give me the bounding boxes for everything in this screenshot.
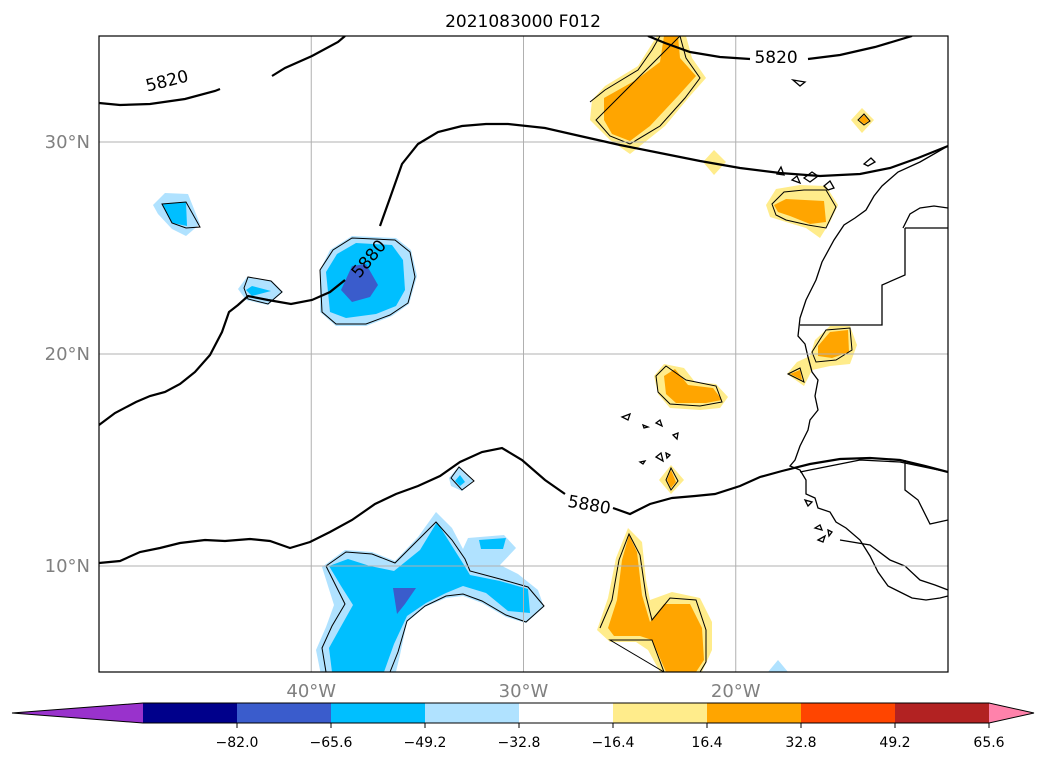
outline — [243, 276, 283, 305]
contour-5820-west — [99, 36, 346, 107]
outline — [161, 201, 201, 229]
outline — [450, 466, 475, 491]
fill-orange — [790, 370, 802, 380]
colorbar-bin — [519, 703, 614, 723]
contour-5820-east — [647, 36, 913, 61]
colorbar: −82.0 −65.6 −49.2 −32.8 −16.4 16.4 32.8 49.2 65.… — [11, 702, 1035, 751]
country-border — [799, 227, 948, 591]
anomaly-fills — [153, 36, 874, 672]
fill-medium-blue — [341, 264, 378, 302]
colorbar-outline — [11, 702, 1035, 724]
colorbar-tick-label: −82.0 — [216, 735, 259, 751]
outline — [321, 521, 545, 672]
fill-blue — [479, 538, 506, 549]
fill-blue — [455, 475, 465, 486]
map-frame — [98, 35, 949, 673]
colorbar-tick-label: 16.4 — [691, 735, 722, 751]
colorbar-extend-under — [12, 703, 143, 723]
lat-tick-label: 30°N — [45, 132, 90, 153]
colorbar-tick-label: −65.6 — [310, 735, 353, 751]
fill-orange — [664, 369, 722, 403]
lat-tick-label: 10°N — [45, 556, 90, 577]
zero-contour-outlines — [161, 36, 871, 672]
outline — [589, 36, 701, 145]
lon-tick-label: 40°W — [286, 681, 336, 702]
fill-light-blue — [768, 660, 788, 672]
fill-orange — [818, 330, 849, 358]
fill-blue — [162, 202, 187, 226]
contour-label: 5820 — [754, 48, 797, 68]
bijagos-islands — [803, 498, 833, 543]
colorbar-tick-label: −32.8 — [498, 735, 541, 751]
contour-5880-north — [99, 122, 948, 426]
cape-verde-islands — [620, 412, 679, 465]
contour-5880-south — [99, 446, 948, 565]
coastline-iberia — [902, 205, 948, 229]
colorbar-bin — [237, 703, 332, 723]
fill-orange — [604, 36, 696, 141]
outline — [811, 327, 853, 363]
colorbar-bin — [895, 703, 990, 723]
geo-tick-labels: 40°W 30°W 20°W 30°N 20°N 10°N — [45, 132, 761, 702]
gridlines — [99, 36, 948, 672]
outline — [786, 367, 805, 383]
colorbar-bin — [425, 703, 520, 723]
height-contours — [99, 36, 948, 565]
fill-blue — [329, 522, 530, 672]
colorbar-extend-over — [989, 703, 1034, 723]
outline — [771, 189, 837, 229]
outline — [665, 466, 679, 491]
colorbar-tick-label: −16.4 — [592, 735, 635, 751]
fill-orange — [774, 199, 826, 224]
chart-title: 2021083000 F012 — [445, 12, 601, 32]
coastline-africa — [788, 145, 948, 601]
colorbar-tick-label: 65.6 — [973, 735, 1004, 751]
fill-blue — [246, 286, 271, 296]
colorbar-tick-label: −49.2 — [404, 735, 447, 751]
colorbar-bin — [143, 703, 238, 723]
colorbar-tick-label: 49.2 — [879, 735, 910, 751]
outline — [857, 113, 871, 126]
colorbar-bin — [707, 703, 802, 723]
fill-medium-blue — [393, 588, 416, 614]
fill-orange — [608, 535, 704, 672]
lat-tick-label: 20°N — [45, 344, 90, 365]
lon-tick-label: 20°W — [711, 681, 761, 702]
colorbar-bin — [613, 703, 708, 723]
fill-orange — [667, 470, 676, 488]
outline — [599, 532, 707, 672]
fill-orange — [859, 115, 869, 124]
lon-tick-label: 30°W — [499, 681, 549, 702]
outline — [655, 365, 723, 407]
colorbar-bin — [331, 703, 426, 723]
colorbar-tick-label: 32.8 — [785, 735, 816, 751]
colorbar-bin — [801, 703, 896, 723]
outline — [319, 237, 416, 325]
